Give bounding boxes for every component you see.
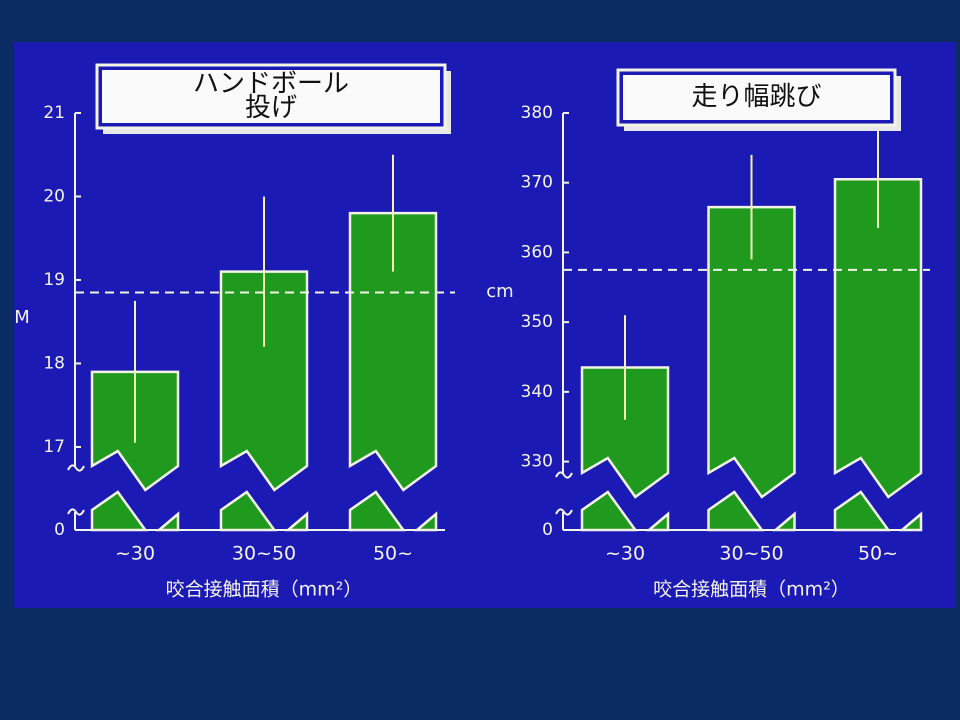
- y-axis-label: cm: [486, 281, 513, 302]
- title-inner: [623, 75, 890, 120]
- y-tick-label: 360: [521, 242, 553, 262]
- y-tick-label: 330: [521, 452, 553, 472]
- x-tick-label: ~30: [605, 543, 645, 565]
- bar-base: [90, 490, 148, 532]
- bar-base: [580, 490, 638, 532]
- chart-title: ハンドボール: [193, 69, 349, 99]
- bar-base: [155, 511, 180, 532]
- bar-base: [348, 490, 406, 532]
- x-tick-label: 30~50: [719, 543, 783, 565]
- bar-base: [284, 511, 309, 532]
- x-tick-label: 30~50: [232, 543, 296, 565]
- axis-break: [67, 464, 85, 516]
- y-tick-label: 17: [43, 437, 65, 457]
- axis-break: [555, 471, 573, 516]
- y-tick-label: 370: [521, 173, 553, 193]
- bar-base: [772, 511, 796, 532]
- y-tick-label: 380: [521, 103, 553, 123]
- bar-base: [645, 511, 670, 532]
- y-tick-label: 19: [43, 270, 65, 290]
- x-axis-label: 咬合接触面積（mm²）: [653, 579, 850, 601]
- bar-base: [898, 511, 923, 532]
- x-tick-label: ~30: [115, 543, 155, 565]
- panel: [14, 42, 956, 608]
- bar: [348, 211, 438, 492]
- y-tick-label: 340: [521, 382, 553, 402]
- bar: [833, 177, 923, 499]
- bar-base: [707, 490, 765, 532]
- y-axis-label: M: [14, 307, 30, 328]
- chart-title: 走り幅跳び: [691, 82, 821, 112]
- y-tick-label: 20: [43, 186, 65, 206]
- y-tick-label: 21: [43, 103, 65, 123]
- x-tick-label: 50~: [858, 543, 898, 565]
- y-tick-label: 0: [542, 520, 553, 540]
- bar-base: [413, 511, 438, 532]
- bar-base: [219, 490, 277, 532]
- x-axis-label: 咬合接触面積（mm²）: [166, 579, 363, 601]
- bar-base: [833, 490, 891, 532]
- y-tick-label: 0: [54, 520, 65, 540]
- y-tick-label: 350: [521, 312, 553, 332]
- y-tick-label: 18: [43, 353, 65, 373]
- bar: [707, 205, 796, 499]
- bar: [219, 270, 309, 492]
- x-tick-label: 50~: [373, 543, 413, 565]
- chart-title: 投げ: [245, 93, 297, 123]
- title-inner: [102, 70, 440, 123]
- bar: [580, 366, 670, 499]
